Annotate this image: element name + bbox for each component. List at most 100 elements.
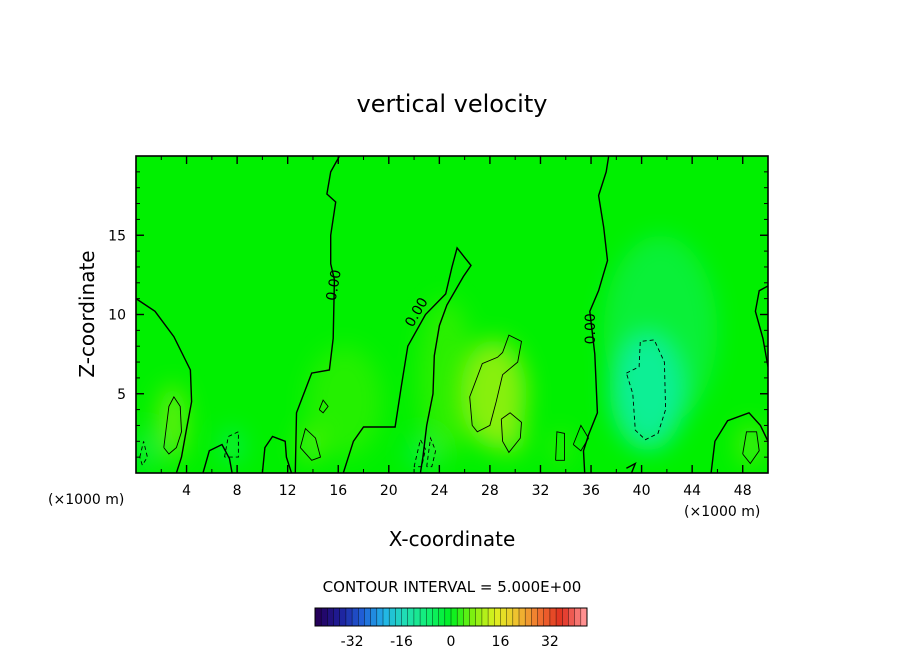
colorbar-swatch	[432, 608, 439, 626]
colorbar-swatch	[395, 608, 402, 626]
colorbar-swatch	[506, 608, 514, 626]
colorbar-swatch	[475, 608, 483, 626]
colorbar-swatch	[321, 608, 328, 626]
colorbar-swatch	[333, 608, 341, 626]
negative-contour	[426, 436, 437, 468]
y-tick-label: 10	[108, 308, 126, 324]
colorbar-swatch	[549, 608, 557, 626]
colorbar-swatch	[562, 608, 569, 626]
positive-contour	[318, 399, 329, 414]
negative-region	[603, 235, 718, 426]
contour-interval-text: CONTOUR INTERVAL = 5.000E+00	[323, 578, 582, 596]
positive-region	[417, 298, 474, 458]
colorbar-swatch	[352, 608, 359, 626]
colorbar-swatch	[525, 608, 532, 626]
colorbar-swatch	[420, 608, 427, 626]
zero-contour	[294, 156, 341, 473]
zero-contour	[582, 156, 610, 473]
colorbar-swatch	[469, 608, 477, 626]
colorbar-swatch	[580, 608, 588, 626]
colorbar-swatch	[457, 608, 464, 626]
zero-contour	[342, 246, 472, 473]
colorbar-swatch	[494, 608, 501, 626]
velocity-field	[136, 235, 763, 470]
positive-contour	[163, 396, 182, 455]
x-tick-label: 12	[279, 483, 297, 499]
colorbar-swatch	[519, 608, 526, 626]
zero-contour	[202, 443, 233, 473]
colorbar-tick-label: 0	[447, 634, 456, 650]
x-tick-label: 16	[329, 483, 347, 499]
contour-lines	[136, 156, 768, 473]
positive-contour	[572, 424, 590, 452]
x-axis-ticks: 4 8 12 16 20 24 28 32 36 40 44 48	[160, 156, 752, 499]
colorbar-swatch	[383, 608, 390, 626]
negative-contour	[625, 339, 667, 441]
zero-contour	[626, 461, 637, 473]
zero-contour	[754, 285, 768, 367]
x-tick-label: 28	[481, 483, 499, 499]
colorbar-swatch	[426, 608, 433, 626]
colorbar-swatch	[327, 608, 334, 626]
colorbar-swatch	[339, 608, 347, 626]
x-tick-label: 4	[182, 483, 191, 499]
negative-region	[407, 438, 436, 470]
colorbar-swatch	[407, 608, 415, 626]
colorbar-swatch	[500, 608, 507, 626]
positive-contour	[500, 412, 522, 454]
x-axis-title: X-coordinate	[389, 527, 516, 551]
contour-label: 0.00	[583, 313, 599, 344]
colorbar	[314, 607, 588, 627]
negative-region	[221, 428, 243, 464]
colorbar-swatch	[543, 608, 551, 626]
colorbar-swatch	[451, 608, 458, 626]
positive-contour	[469, 334, 523, 433]
colorbar-tick-label: 32	[541, 634, 559, 650]
colorbar-swatch	[574, 608, 582, 626]
chart-title: vertical velocity	[357, 90, 548, 118]
colorbar-swatch	[556, 608, 563, 626]
positive-region	[494, 411, 526, 456]
x-tick-label: 48	[734, 483, 752, 499]
contour-label: 0.00	[324, 269, 345, 302]
x-tick-label: 36	[582, 483, 600, 499]
colorbar-tick-labels: -32 -16 0 16 32	[341, 634, 559, 650]
positive-contour	[299, 427, 322, 461]
colorbar-swatch	[315, 608, 322, 626]
colorbar-swatch	[568, 608, 575, 626]
positive-contour	[742, 431, 760, 465]
y-tick-label: 5	[117, 387, 126, 403]
colorbar-swatch	[364, 608, 371, 626]
zero-contour	[261, 435, 293, 473]
negative-contour	[413, 438, 426, 468]
y-tick-label: 15	[108, 228, 126, 244]
zero-contour	[136, 298, 193, 473]
colorbar-swatch	[481, 608, 489, 626]
colorbar-tick-label: 16	[492, 634, 510, 650]
colorbar-swatch	[358, 608, 365, 626]
colorbar-swatch	[370, 608, 378, 626]
colorbar-swatch	[438, 608, 446, 626]
colorbar-tick-label: -16	[390, 634, 413, 650]
colorbar-swatch	[488, 608, 495, 626]
colorbar-swatch	[463, 608, 470, 626]
colorbar-swatch	[345, 608, 353, 626]
colorbar-swatch	[512, 608, 520, 626]
colorbar-swatch	[444, 608, 452, 626]
x-tick-label: 44	[683, 483, 701, 499]
x-tick-label: 8	[233, 483, 242, 499]
x-unit-label-left: (×1000 m)	[48, 492, 124, 508]
colorbar-swatch	[389, 608, 396, 626]
x-tick-label: 32	[532, 483, 550, 499]
colorbar-swatch	[413, 608, 421, 626]
colorbar-swatch	[537, 608, 545, 626]
zero-contour	[710, 411, 768, 473]
colorbar-tick-label: -32	[341, 634, 364, 650]
negative-region	[136, 431, 154, 470]
x-tick-label: 40	[633, 483, 651, 499]
colorbar-swatch	[401, 608, 409, 626]
colorbar-frame	[314, 607, 588, 627]
positive-region	[306, 346, 383, 458]
positive-region	[158, 384, 187, 461]
